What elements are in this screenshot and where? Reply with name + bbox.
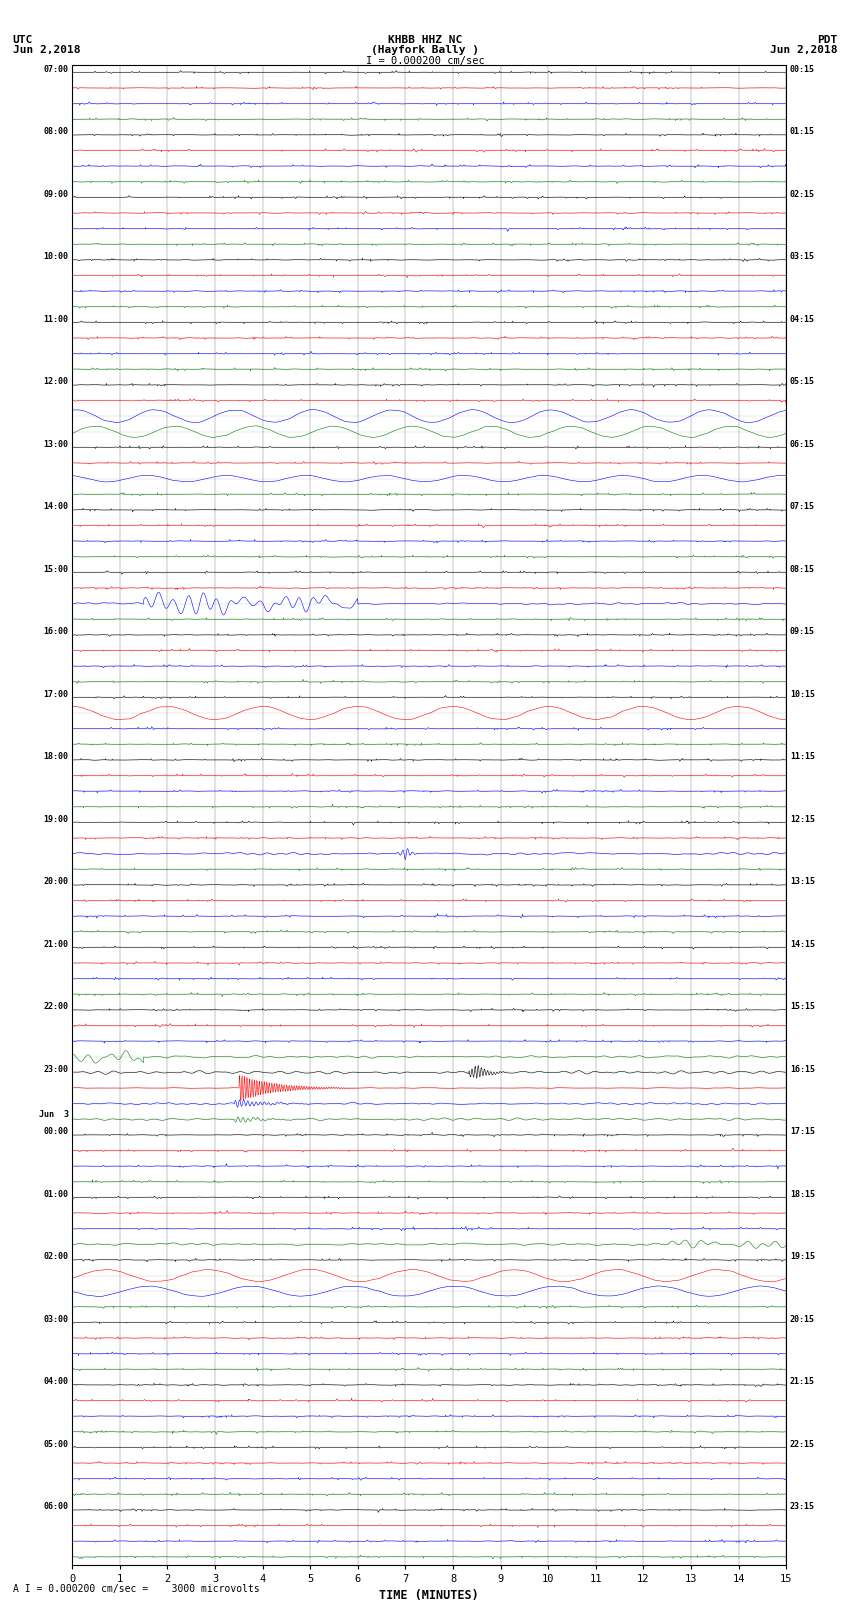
Text: (Hayfork Bally ): (Hayfork Bally ) — [371, 45, 479, 55]
Text: 22:15: 22:15 — [790, 1440, 815, 1448]
Text: 04:15: 04:15 — [790, 315, 815, 324]
Text: 12:15: 12:15 — [790, 815, 815, 824]
Text: 11:15: 11:15 — [790, 752, 815, 761]
Text: 20:00: 20:00 — [43, 877, 69, 886]
Text: 18:15: 18:15 — [790, 1190, 815, 1198]
Text: 21:00: 21:00 — [43, 939, 69, 948]
Text: 13:00: 13:00 — [43, 440, 69, 448]
Text: 10:15: 10:15 — [790, 690, 815, 698]
Text: 15:15: 15:15 — [790, 1002, 815, 1011]
Text: I = 0.000200 cm/sec: I = 0.000200 cm/sec — [366, 56, 484, 66]
Text: Jun 2,2018: Jun 2,2018 — [13, 45, 80, 55]
Text: 07:15: 07:15 — [790, 502, 815, 511]
Text: 17:15: 17:15 — [790, 1127, 815, 1136]
Text: Jun  3: Jun 3 — [39, 1110, 69, 1119]
Text: 13:15: 13:15 — [790, 877, 815, 886]
Text: 19:15: 19:15 — [790, 1252, 815, 1261]
Text: PDT: PDT — [817, 35, 837, 45]
Text: 16:00: 16:00 — [43, 627, 69, 636]
Text: Jun 2,2018: Jun 2,2018 — [770, 45, 837, 55]
Text: 19:00: 19:00 — [43, 815, 69, 824]
Text: 08:15: 08:15 — [790, 565, 815, 574]
Text: 22:00: 22:00 — [43, 1002, 69, 1011]
Text: 00:15: 00:15 — [790, 65, 815, 74]
Text: 02:00: 02:00 — [43, 1252, 69, 1261]
Text: 06:00: 06:00 — [43, 1502, 69, 1511]
X-axis label: TIME (MINUTES): TIME (MINUTES) — [379, 1589, 479, 1602]
Text: 06:15: 06:15 — [790, 440, 815, 448]
Text: 18:00: 18:00 — [43, 752, 69, 761]
Text: UTC: UTC — [13, 35, 33, 45]
Text: 23:00: 23:00 — [43, 1065, 69, 1074]
Text: 09:15: 09:15 — [790, 627, 815, 636]
Text: KHBB HHZ NC: KHBB HHZ NC — [388, 35, 462, 45]
Text: 02:15: 02:15 — [790, 189, 815, 198]
Text: 07:00: 07:00 — [43, 65, 69, 74]
Text: 08:00: 08:00 — [43, 127, 69, 135]
Text: 00:00: 00:00 — [43, 1127, 69, 1136]
Text: 10:00: 10:00 — [43, 252, 69, 261]
Text: 23:15: 23:15 — [790, 1502, 815, 1511]
Text: 15:00: 15:00 — [43, 565, 69, 574]
Text: 01:00: 01:00 — [43, 1190, 69, 1198]
Text: 04:00: 04:00 — [43, 1378, 69, 1386]
Text: 16:15: 16:15 — [790, 1065, 815, 1074]
Text: 14:15: 14:15 — [790, 939, 815, 948]
Text: A I = 0.000200 cm/sec =    3000 microvolts: A I = 0.000200 cm/sec = 3000 microvolts — [13, 1584, 259, 1594]
Text: 09:00: 09:00 — [43, 189, 69, 198]
Text: 20:15: 20:15 — [790, 1315, 815, 1324]
Text: 21:15: 21:15 — [790, 1378, 815, 1386]
Text: 12:00: 12:00 — [43, 377, 69, 386]
Text: 01:15: 01:15 — [790, 127, 815, 135]
Text: 14:00: 14:00 — [43, 502, 69, 511]
Text: 05:00: 05:00 — [43, 1440, 69, 1448]
Text: 05:15: 05:15 — [790, 377, 815, 386]
Text: 03:00: 03:00 — [43, 1315, 69, 1324]
Text: 17:00: 17:00 — [43, 690, 69, 698]
Text: 03:15: 03:15 — [790, 252, 815, 261]
Text: 11:00: 11:00 — [43, 315, 69, 324]
